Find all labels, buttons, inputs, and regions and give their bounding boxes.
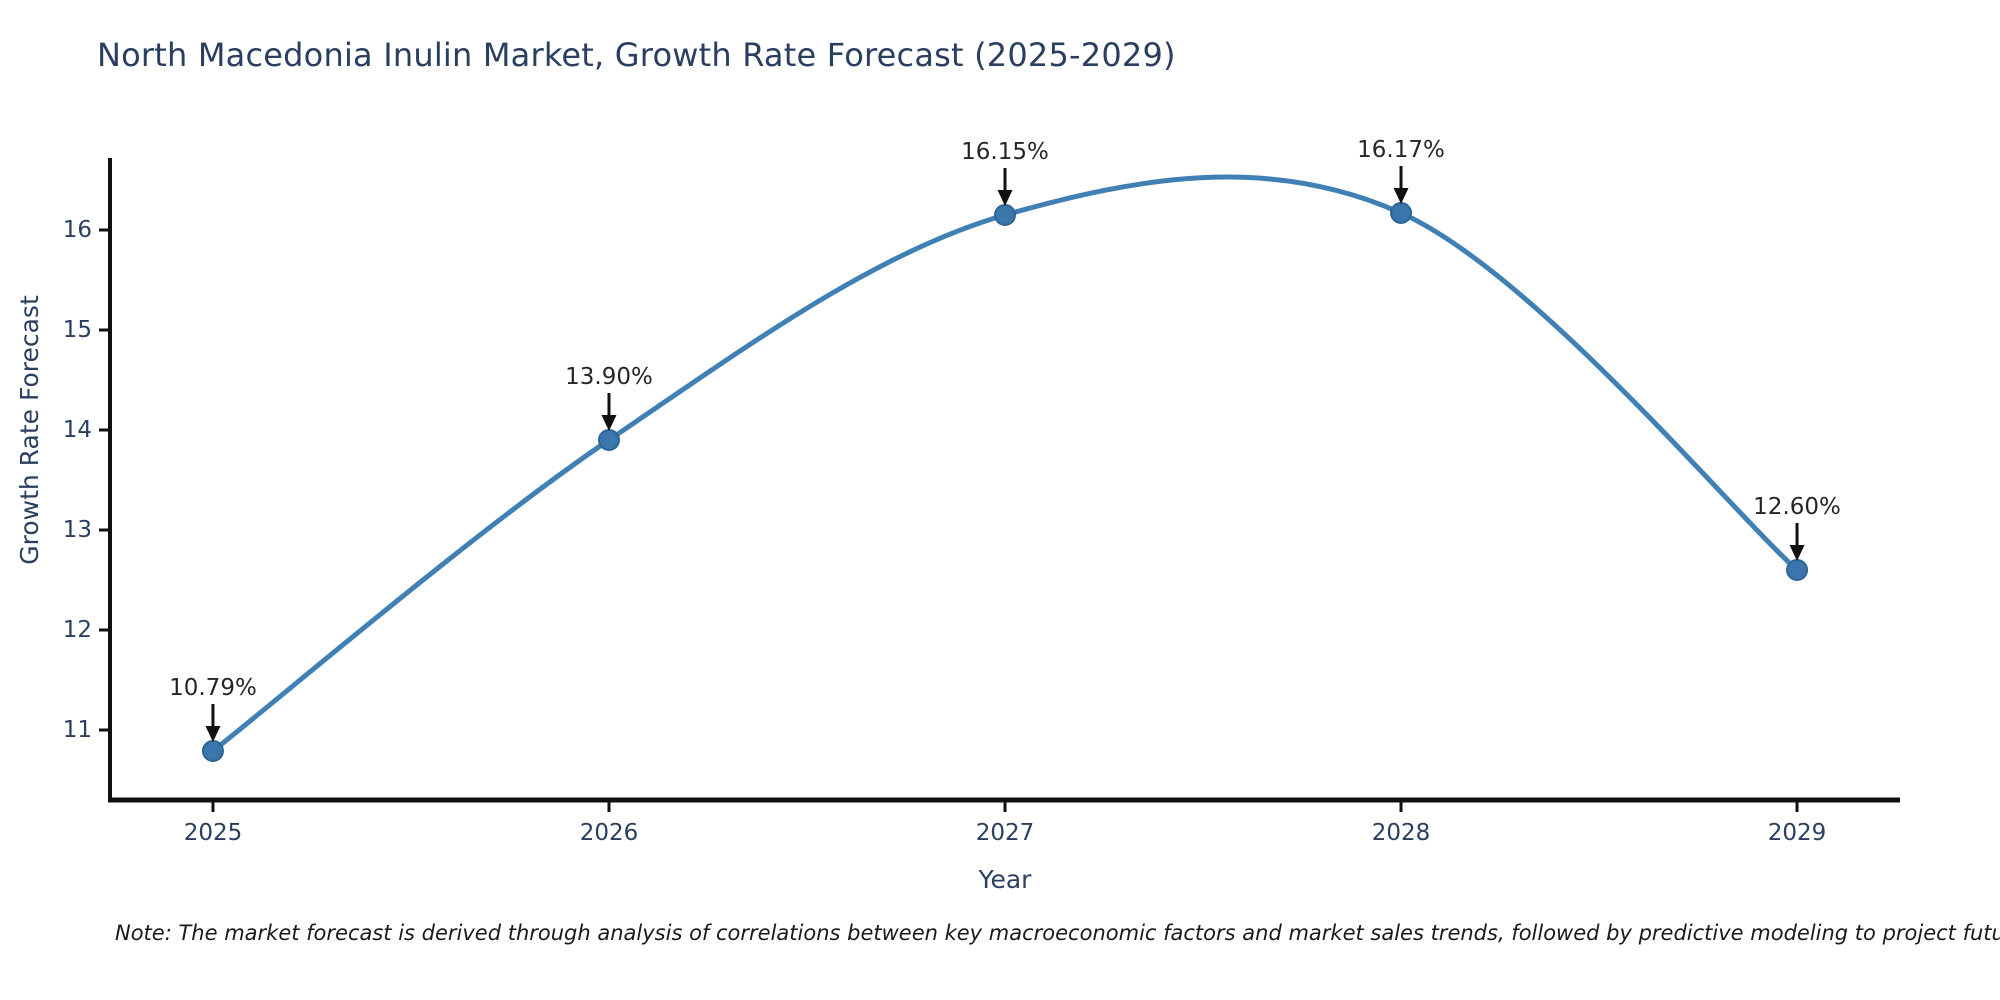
x-tick-label: 2027 [976,820,1035,846]
annotation-arrow-head [1789,545,1805,561]
x-tick-label: 2029 [1768,820,1827,846]
y-axis-title: Growth Rate Forecast [15,295,44,565]
y-tick-label: 14 [63,417,92,443]
y-tick-label: 16 [63,217,92,243]
y-tick-label: 13 [63,517,92,543]
data-point-marker [1786,559,1809,581]
x-tick-label: 2028 [1372,820,1431,846]
data-point-label: 16.17% [1357,137,1445,163]
data-point-label: 16.15% [961,139,1049,165]
x-tick-label: 2025 [184,820,243,846]
data-point-label: 13.90% [565,364,653,390]
data-point-marker [994,204,1016,226]
y-tick-label: 15 [63,317,92,343]
footnote: Note: The market forecast is derived thr… [115,921,2000,945]
y-tick-label: 12 [63,617,92,643]
y-tick-label: 11 [63,717,92,743]
data-point-marker [597,429,620,451]
data-point-label: 10.79% [169,675,257,701]
data-point-marker [1390,202,1413,224]
annotation-arrow-head [997,190,1013,206]
x-axis-title: Year [978,865,1033,894]
chart-title: North Macedonia Inulin Market, Growth Ra… [97,36,1176,74]
data-point-label: 12.60% [1753,494,1841,520]
forecast-line [211,174,1799,753]
annotation-arrow-head [205,726,221,742]
annotation-arrow-head [601,415,617,431]
data-point-marker [201,740,224,762]
x-tick-label: 2026 [580,820,639,846]
annotation-arrow-head [1393,188,1409,204]
